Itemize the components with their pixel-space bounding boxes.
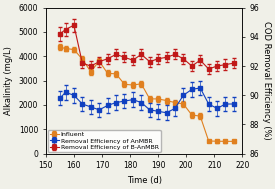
Y-axis label: COD Removal Efficiency (%): COD Removal Efficiency (%) — [262, 21, 271, 140]
Y-axis label: Alkalinity (mg/L): Alkalinity (mg/L) — [4, 46, 13, 115]
Legend: Influent, Removal Efficiency of AnMBR, Removal Efficiency of B-AnMBR: Influent, Removal Efficiency of AnMBR, R… — [48, 130, 161, 152]
X-axis label: Time (d): Time (d) — [126, 176, 162, 185]
